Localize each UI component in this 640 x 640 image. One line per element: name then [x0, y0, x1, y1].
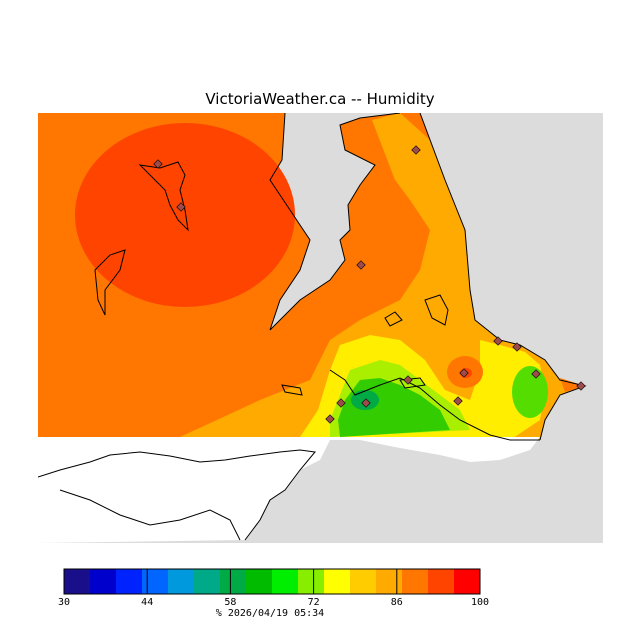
station-marker[interactable]: [576, 381, 586, 391]
station-markers: [153, 145, 586, 424]
station-marker[interactable]: [531, 369, 541, 379]
legend-tick-label: 30: [58, 597, 70, 608]
legend-tick-label: 86: [391, 597, 403, 608]
legend-swatch: [116, 569, 143, 594]
legend-unit: %: [215, 608, 222, 619]
legend-swatch: [376, 569, 403, 594]
legend-swatch: [454, 569, 481, 594]
legend-swatch: [90, 569, 117, 594]
legend-swatch: [324, 569, 351, 594]
legend-timestamp: 2026/04/19 05:34: [227, 608, 325, 619]
station-marker[interactable]: [403, 375, 413, 385]
legend-tick-label: 44: [141, 597, 153, 608]
station-marker[interactable]: [512, 342, 522, 352]
station-marker[interactable]: [361, 398, 371, 408]
legend-swatch: [350, 569, 377, 594]
legend-swatch: [168, 569, 195, 594]
legend-swatch: [64, 569, 91, 594]
legend-swatch: [142, 569, 169, 594]
legend-footer: % 2026/04/19 05:34: [0, 608, 540, 619]
legend-swatch: [402, 569, 429, 594]
station-marker[interactable]: [453, 396, 463, 406]
station-marker[interactable]: [176, 202, 186, 212]
legend-tick-label: 72: [308, 597, 320, 608]
map-title: VictoriaWeather.ca -- Humidity: [205, 90, 435, 108]
legend-swatch: [246, 569, 273, 594]
station-marker[interactable]: [493, 336, 503, 346]
legend-tick-label: 58: [224, 597, 236, 608]
coastline: [38, 113, 587, 541]
station-marker[interactable]: [153, 159, 163, 169]
unanalysed-water: [38, 437, 540, 543]
station-marker[interactable]: [356, 260, 366, 270]
legend-swatch: [220, 569, 247, 594]
station-marker[interactable]: [411, 145, 421, 155]
station-marker[interactable]: [336, 398, 346, 408]
legend-swatches: [64, 569, 481, 594]
legend-ticks: 30 44 58 72 86 100: [58, 569, 489, 608]
legend-swatch: [298, 569, 325, 594]
legend-swatch: [194, 569, 221, 594]
legend-swatch: [272, 569, 299, 594]
station-marker[interactable]: [325, 414, 335, 424]
legend-frame: [63, 568, 481, 595]
station-marker[interactable]: [459, 368, 469, 378]
legend-tick-label: 100: [471, 597, 489, 608]
legend-swatch: [428, 569, 455, 594]
